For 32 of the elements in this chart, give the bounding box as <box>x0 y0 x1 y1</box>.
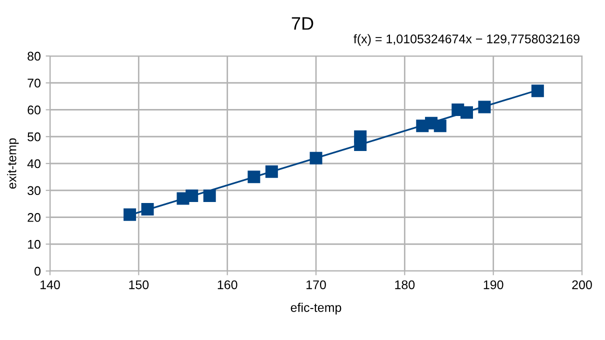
point <box>310 152 322 164</box>
y-tick-label: 60 <box>28 106 40 114</box>
x-tick-label: 150 <box>129 280 149 290</box>
y-tick-label: 10 <box>28 240 40 249</box>
y-tick-label: 80 <box>28 52 40 61</box>
point <box>248 170 260 184</box>
point <box>531 84 544 98</box>
point <box>434 120 446 132</box>
point <box>141 202 154 216</box>
point <box>460 106 473 119</box>
point <box>354 130 367 143</box>
y-tick-label: 30 <box>28 186 40 196</box>
y-tick-label: 50 <box>28 132 40 142</box>
x-tick-label: 170 <box>306 280 326 290</box>
x-tick-label: 190 <box>484 280 504 290</box>
y-axis-title: exit-temp <box>7 138 19 189</box>
point <box>478 100 491 114</box>
text: f(x) = 1,0105324674x − 129,7758032169 <box>354 34 580 46</box>
point <box>265 165 278 178</box>
y-tick-label: 70 <box>28 78 40 88</box>
x-tick-label: 200 <box>572 280 592 290</box>
chart-title: 7D <box>292 17 314 30</box>
point <box>124 208 136 221</box>
y-tick-label: 20 <box>28 213 40 222</box>
x-tick-label: 160 <box>218 280 238 290</box>
point <box>203 190 216 202</box>
x-tick-label: 180 <box>395 280 415 290</box>
y-tick-label: 0 <box>34 266 40 276</box>
x-tick-label: 140 <box>40 280 60 290</box>
point <box>186 190 198 202</box>
y-tick-label: 40 <box>27 159 40 168</box>
x-axis-title: efic-temp <box>290 302 342 314</box>
